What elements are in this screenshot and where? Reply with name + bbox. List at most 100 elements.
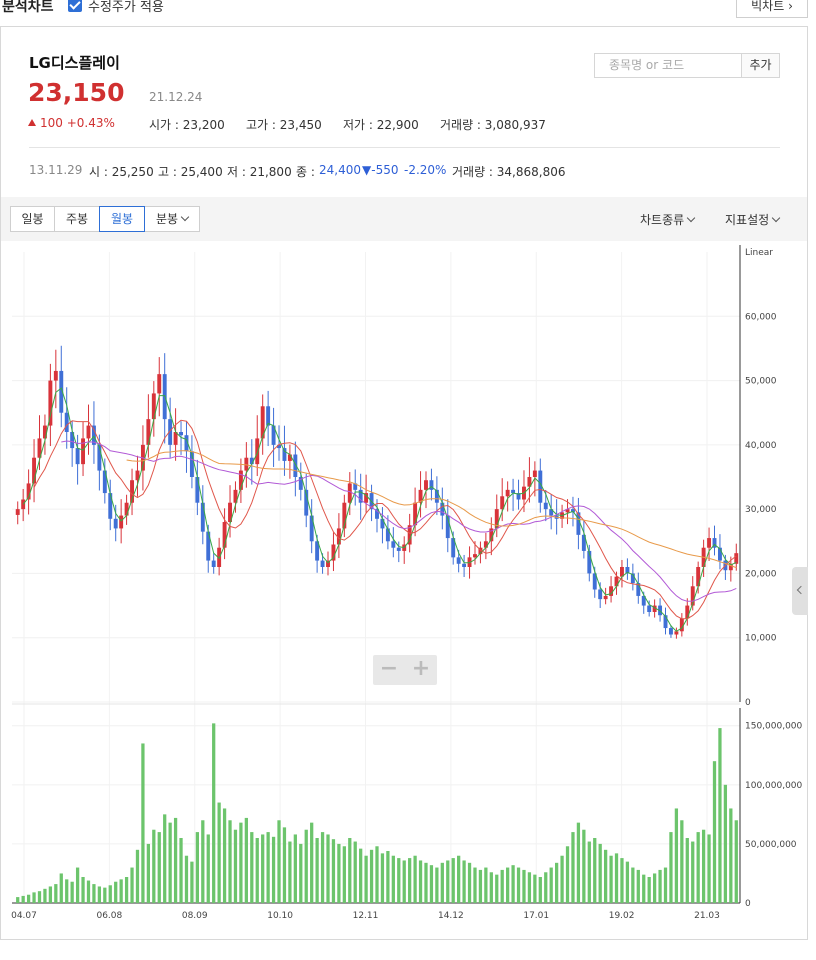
candle-body <box>598 589 603 600</box>
candle-body <box>326 560 330 567</box>
volume-bar <box>26 894 31 903</box>
volume-bar <box>212 723 216 903</box>
volume-bar <box>92 884 96 903</box>
candle-body <box>587 550 592 574</box>
candle-body <box>37 438 42 458</box>
candle-body <box>641 595 646 606</box>
history-date: 13.11.29 <box>29 163 83 177</box>
zoom-out-icon[interactable]: − <box>379 656 399 681</box>
volume-bar <box>729 808 733 903</box>
volume-bar <box>282 827 287 903</box>
zoom-in-icon[interactable]: + <box>411 656 431 681</box>
candle-body <box>21 499 26 510</box>
volume-bar <box>386 851 390 903</box>
volume-bar <box>173 817 178 903</box>
candle-body <box>184 435 189 452</box>
candle-body <box>282 448 287 461</box>
volume-bar <box>304 829 308 903</box>
volume-bar <box>408 858 412 903</box>
volume-bar <box>32 892 36 903</box>
volume-bar <box>718 728 722 903</box>
adjusted-price-label[interactable]: 수정주가 적용 <box>88 0 164 15</box>
candle-body <box>124 502 129 516</box>
volume-bar <box>413 855 417 903</box>
collapse-side-panel-button[interactable] <box>792 567 808 615</box>
candle-body <box>277 444 281 449</box>
x-tick-label: 10.10 <box>267 911 293 921</box>
candle-body <box>59 370 64 413</box>
volume-bar <box>484 867 488 903</box>
stock-search-input[interactable]: 종목명 or 코드 <box>594 53 742 78</box>
top-bar: 분석차트 수정주가 적용 빅차트 › <box>0 0 816 24</box>
volume-bar <box>625 861 630 903</box>
history-change-value: -550 <box>371 163 399 177</box>
volume-bar <box>707 834 711 903</box>
volume-bar <box>647 877 651 903</box>
candle-body <box>135 470 140 481</box>
volume-bar <box>620 858 624 903</box>
volume-bar <box>233 829 238 903</box>
candle-body <box>206 531 211 561</box>
volume-bar <box>565 846 570 903</box>
volume-bar <box>560 855 564 903</box>
volume-bar <box>21 895 25 903</box>
volume-bar <box>516 867 521 903</box>
price-tick-label: 30,000 <box>745 505 777 515</box>
candle-body <box>734 553 739 564</box>
volume-bar <box>228 820 232 903</box>
candle-body <box>456 557 461 564</box>
volume-bar <box>500 869 504 903</box>
history-change-pct: -2.20% <box>404 163 447 177</box>
indicator-menu[interactable]: 지표설정 <box>725 211 781 228</box>
volume-bar <box>712 761 717 903</box>
volume-bar <box>103 887 107 903</box>
ma10-line <box>33 419 737 620</box>
candle-body <box>298 477 303 490</box>
volume-bar <box>217 802 221 903</box>
candle-body <box>228 502 232 522</box>
candle-body <box>674 631 679 635</box>
volume-tick-label: 50,000,000 <box>745 840 797 850</box>
divider <box>29 147 780 148</box>
volume-bar <box>277 820 281 903</box>
candle-body <box>211 560 216 567</box>
candle-body <box>342 502 347 529</box>
candle-body <box>647 605 652 612</box>
ma60-line <box>126 450 737 569</box>
volume-bar <box>631 867 635 903</box>
volume-bar <box>473 867 477 903</box>
volume-bar <box>152 829 156 903</box>
candle-body <box>64 412 69 432</box>
candle-body <box>364 493 369 503</box>
history-high: 고 : 25,400 <box>158 165 223 179</box>
candle-body <box>32 457 37 484</box>
volume-bar <box>462 860 466 903</box>
tab-weekly[interactable]: 주봉 <box>54 206 100 232</box>
volume-bar <box>250 832 254 903</box>
adjusted-price-checkbox[interactable] <box>68 0 82 12</box>
big-chart-button[interactable]: 빅차트 › <box>736 0 808 18</box>
price-tick-label: 50,000 <box>745 377 777 387</box>
tab-minute[interactable]: 분봉 <box>144 206 200 232</box>
candle-body <box>620 567 624 577</box>
volume-bar <box>59 873 63 903</box>
add-stock-button[interactable]: 추가 <box>741 53 780 78</box>
candle-body <box>70 432 75 449</box>
candle-body <box>690 586 695 606</box>
volume-bar <box>538 877 542 903</box>
x-tick-label: 21.03 <box>694 911 720 921</box>
tab-monthly[interactable]: 월봉 <box>99 206 145 232</box>
candle-body <box>336 528 341 545</box>
big-chart-label: 빅차트 <box>751 0 785 13</box>
candle-body <box>42 425 47 439</box>
chart-type-menu[interactable]: 차트종류 <box>640 211 696 228</box>
candle-body <box>603 595 608 600</box>
volume-bar <box>271 836 276 903</box>
candle-body <box>189 451 194 477</box>
candle-body <box>396 547 401 551</box>
volume-bar <box>435 867 439 903</box>
volume-bar <box>495 874 499 903</box>
candle-body <box>233 489 238 503</box>
volume-bar <box>201 820 205 903</box>
